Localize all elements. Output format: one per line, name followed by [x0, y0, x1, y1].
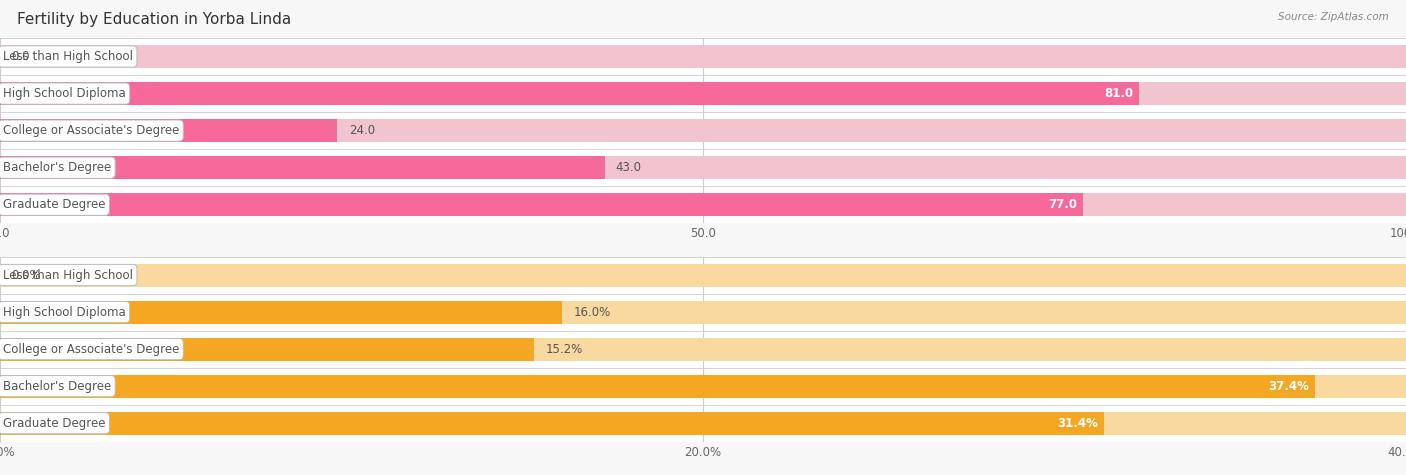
Bar [0, 193, 1083, 216]
Bar [0, 119, 1406, 142]
Bar [0, 412, 1104, 435]
Bar [0, 112, 1406, 149]
Bar [0, 82, 1139, 105]
Text: High School Diploma: High School Diploma [3, 305, 125, 319]
Text: High School Diploma: High School Diploma [3, 87, 125, 100]
Bar [0, 375, 1406, 398]
Bar [0, 264, 1406, 286]
Bar [0, 193, 1406, 216]
Text: Less than High School: Less than High School [3, 50, 132, 63]
Text: Bachelor's Degree: Bachelor's Degree [3, 161, 111, 174]
Text: Less than High School: Less than High School [3, 268, 132, 282]
Bar [0, 119, 337, 142]
Text: 31.4%: 31.4% [1057, 417, 1098, 430]
Bar [0, 301, 562, 323]
Text: 15.2%: 15.2% [546, 342, 582, 356]
Text: College or Associate's Degree: College or Associate's Degree [3, 342, 179, 356]
Bar [0, 301, 1406, 323]
Bar [0, 368, 1406, 405]
Text: 0.0: 0.0 [11, 50, 30, 63]
Bar [0, 338, 534, 361]
Bar [0, 412, 1406, 435]
Text: 77.0: 77.0 [1047, 198, 1077, 211]
Text: Graduate Degree: Graduate Degree [3, 417, 105, 430]
Bar [0, 375, 1315, 398]
Text: 16.0%: 16.0% [574, 305, 610, 319]
Bar [0, 338, 1406, 361]
Text: 24.0: 24.0 [349, 124, 375, 137]
Bar [0, 82, 1406, 105]
Bar [0, 294, 1406, 331]
Text: Fertility by Education in Yorba Linda: Fertility by Education in Yorba Linda [17, 12, 291, 27]
Text: 0.0%: 0.0% [11, 268, 41, 282]
Text: College or Associate's Degree: College or Associate's Degree [3, 124, 179, 137]
Text: Source: ZipAtlas.com: Source: ZipAtlas.com [1278, 12, 1389, 22]
Text: 37.4%: 37.4% [1268, 380, 1309, 393]
Text: 43.0: 43.0 [616, 161, 641, 174]
Bar [0, 45, 1406, 68]
Bar [0, 186, 1406, 223]
Bar [0, 156, 1406, 179]
Bar [0, 405, 1406, 442]
Text: Bachelor's Degree: Bachelor's Degree [3, 380, 111, 393]
Bar [0, 149, 1406, 186]
Bar [0, 256, 1406, 294]
Bar [0, 75, 1406, 112]
Text: 81.0: 81.0 [1104, 87, 1133, 100]
Bar [0, 331, 1406, 368]
Bar [0, 38, 1406, 75]
Bar [0, 156, 605, 179]
Text: Graduate Degree: Graduate Degree [3, 198, 105, 211]
